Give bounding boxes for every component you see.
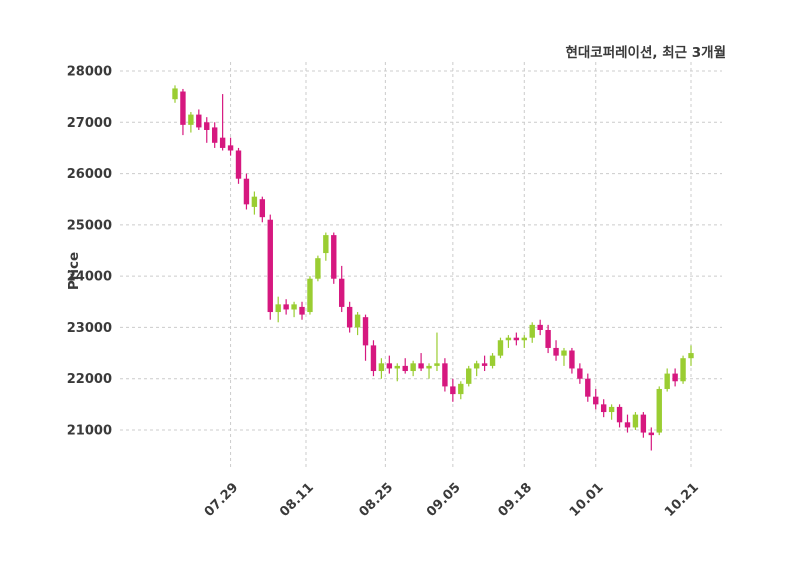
y-axis-ticks: 21000 22000 23000 24000 25000 26000 27000 28000 [67, 65, 112, 439]
candle-body [339, 278, 345, 307]
candle-body [529, 324, 535, 338]
y-tick-label: 23000 [67, 321, 112, 336]
candle-body [291, 304, 297, 310]
candle-body [616, 406, 623, 423]
candle-body [466, 368, 472, 384]
y-tick-label: 28000 [67, 65, 112, 80]
candle-body [688, 353, 694, 359]
candle-body [497, 340, 504, 356]
candle-body [259, 199, 266, 218]
candle-body [204, 122, 210, 130]
x-axis-ticks: 07.29 08.11 08.25 09.05 09.18 10.01 10.21 [202, 480, 702, 520]
candle-body [172, 88, 178, 100]
candle-body [640, 414, 647, 433]
candle-body [275, 304, 281, 313]
candle-body [196, 114, 202, 128]
candle-body [331, 235, 337, 279]
candle-body [346, 306, 353, 328]
y-tick-label: 22000 [67, 372, 112, 387]
x-tick-label: 10.01 [567, 480, 607, 520]
candle-body [299, 306, 305, 315]
candle-body [394, 365, 400, 369]
candle-body [608, 406, 615, 413]
candle-body [315, 258, 321, 279]
y-tick-label: 24000 [67, 270, 112, 285]
x-tick-label: 09.05 [424, 480, 464, 520]
candle-body [600, 404, 607, 413]
chart-title: 현대코퍼레이션, 최근 3개월 [565, 44, 726, 61]
candle-body [227, 145, 234, 151]
candle-body [188, 114, 194, 125]
y-tick-label: 21000 [67, 424, 112, 439]
y-axis-label: Price [66, 252, 82, 290]
candle-body [521, 337, 527, 341]
candle-body [537, 324, 543, 330]
candle-body [561, 350, 567, 356]
candle-body [267, 219, 273, 313]
candle-body [211, 127, 218, 143]
candle-body [593, 396, 599, 405]
candle-body [553, 347, 559, 356]
candle-body [402, 365, 408, 372]
candle-body [648, 432, 655, 436]
candle-body [632, 414, 639, 428]
candle-body [323, 235, 329, 254]
candle-body [458, 383, 464, 395]
candle-body [450, 386, 456, 395]
candle-body [410, 363, 416, 372]
candle-body [680, 358, 686, 382]
x-tick-label: 08.11 [277, 480, 317, 520]
y-tick-label: 25000 [67, 218, 112, 233]
candle-body [378, 363, 385, 372]
x-tick-label: 09.18 [495, 480, 535, 520]
y-tick-label: 27000 [67, 116, 112, 131]
candle-body [307, 278, 313, 313]
candle-body [251, 196, 258, 207]
candle-body [243, 178, 250, 205]
candle-body [656, 388, 662, 433]
candle-body [362, 317, 369, 346]
candle-body [672, 373, 678, 382]
candle-body [426, 365, 432, 369]
candle-body [354, 314, 361, 328]
candle-body [505, 337, 512, 341]
candle-body [473, 363, 480, 369]
candle-body [180, 91, 186, 125]
candle-body [585, 378, 591, 397]
candle-body [386, 363, 393, 369]
candle-body [219, 137, 226, 148]
y-tick-label: 26000 [67, 167, 112, 182]
candle-body [489, 355, 496, 366]
x-tick-label: 07.29 [202, 480, 242, 520]
gridlines [120, 62, 722, 470]
candle-body [442, 363, 448, 387]
candle-body [235, 150, 242, 179]
candle-body [569, 350, 575, 369]
candle-body [283, 304, 289, 310]
candle-body [664, 373, 670, 389]
candle-body [418, 363, 424, 369]
candle-body [481, 363, 488, 366]
candle-body [434, 363, 440, 366]
candle-body [513, 337, 520, 341]
x-tick-label: 10.21 [662, 480, 702, 520]
candles [172, 85, 694, 451]
candle-body [624, 422, 631, 428]
candle-body [545, 329, 551, 348]
x-tick-label: 08.25 [357, 480, 397, 520]
candle-body [577, 368, 583, 379]
candle-body [370, 345, 377, 372]
